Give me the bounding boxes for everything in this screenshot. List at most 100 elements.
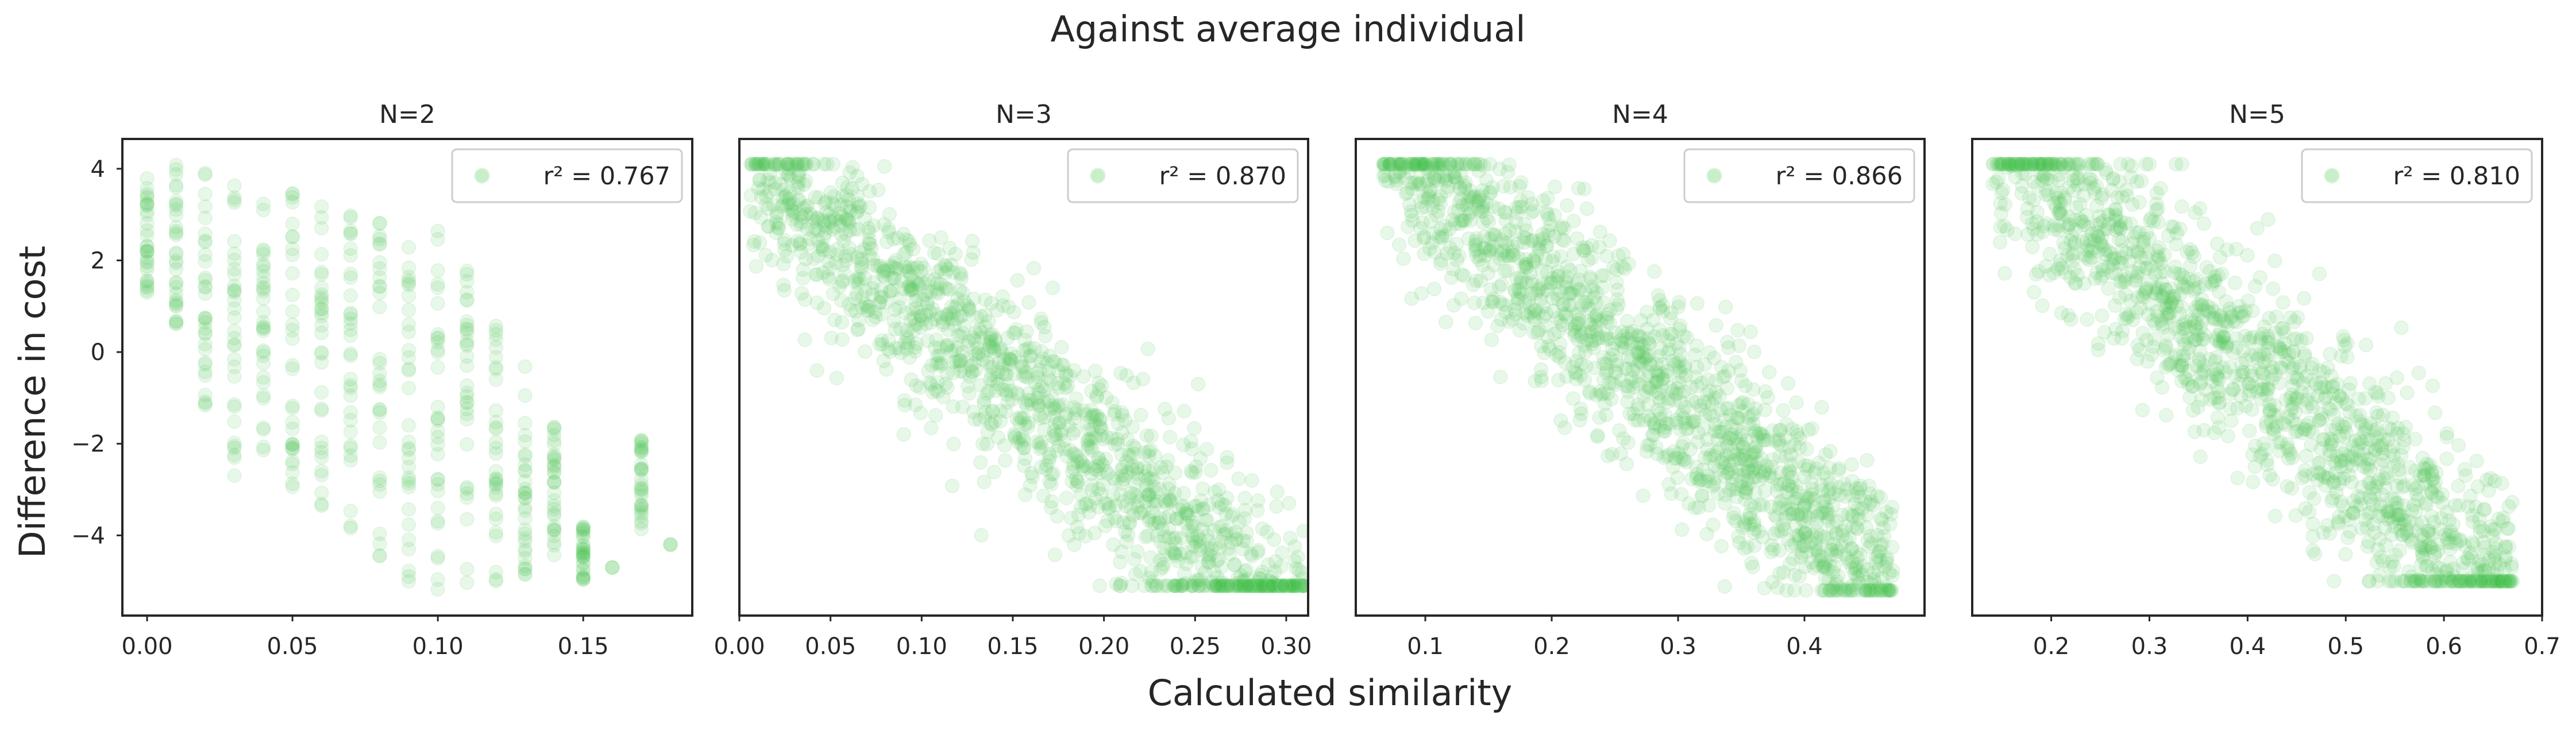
data-point: [2151, 251, 2167, 266]
data-point: [1114, 575, 1129, 591]
data-point: [1177, 566, 1192, 581]
data-point: [854, 176, 870, 192]
data-point: [1534, 285, 1550, 300]
data-point: [944, 312, 960, 327]
data-point: [1719, 433, 1734, 448]
data-point: [2138, 284, 2153, 299]
data-point: [1035, 351, 1051, 366]
data-point: [768, 158, 783, 173]
data-point: [769, 157, 784, 172]
data-point: [460, 562, 475, 577]
data-point: [1054, 339, 1069, 355]
data-point: [1645, 427, 1660, 442]
data-point: [977, 396, 992, 411]
data-point: [2238, 328, 2253, 343]
data-point: [1387, 168, 1402, 184]
data-point: [518, 448, 533, 464]
data-point: [1081, 505, 1097, 520]
data-point: [1405, 213, 1420, 228]
data-point: [488, 421, 504, 436]
data-point: [1777, 521, 1792, 536]
data-point: [1729, 447, 1744, 462]
data-point: [227, 246, 242, 261]
data-point: [1159, 496, 1174, 511]
data-point: [2495, 514, 2510, 529]
data-point: [965, 364, 980, 379]
data-point: [460, 333, 475, 349]
data-point: [878, 295, 894, 310]
data-point: [782, 191, 797, 207]
data-point: [372, 279, 387, 293]
data-point: [2033, 157, 2047, 172]
data-point: [2364, 481, 2379, 496]
data-point: [2488, 473, 2502, 489]
data-point: [2095, 187, 2110, 202]
data-point: [2049, 158, 2064, 174]
data-point: [978, 319, 993, 334]
data-point: [1012, 415, 1027, 430]
data-point: [1494, 277, 1509, 292]
data-point: [1691, 425, 1706, 440]
data-point: [911, 277, 926, 292]
data-point: [2290, 310, 2305, 325]
data-point: [1698, 474, 1714, 489]
data-point: [853, 259, 869, 274]
data-point: [2496, 510, 2511, 525]
data-point: [1785, 501, 1800, 517]
data-point: [792, 164, 807, 179]
data-point: [1570, 332, 1586, 347]
data-point: [1506, 247, 1521, 262]
data-point: [2485, 566, 2501, 581]
data-point: [576, 537, 591, 553]
data-point: [2362, 574, 2377, 589]
data-point: [488, 471, 504, 486]
data-point: [1047, 416, 1063, 431]
data-point: [2232, 376, 2247, 391]
data-point: [634, 514, 649, 529]
data-point: [1470, 194, 1484, 208]
data-point: [2111, 231, 2126, 247]
data-point: [2429, 559, 2444, 574]
data-point: [919, 307, 934, 323]
data-point: [1713, 402, 1728, 417]
data-point: [1285, 578, 1300, 593]
data-point: [2120, 310, 2135, 326]
data-point: [908, 293, 923, 308]
data-point: [1736, 394, 1750, 410]
data-point: [285, 442, 300, 457]
data-point: [1546, 304, 1561, 319]
data-point: [2425, 472, 2440, 488]
data-point: [963, 358, 978, 374]
data-point: [1253, 571, 1268, 586]
data-point: [1651, 288, 1666, 303]
data-point: [2018, 157, 2033, 172]
data-point: [2208, 354, 2223, 369]
data-point: [1069, 519, 1085, 535]
data-point: [2297, 349, 2312, 363]
data-point: [1136, 504, 1152, 519]
data-point: [576, 556, 591, 571]
data-point: [256, 321, 271, 337]
data-point: [2394, 508, 2409, 523]
data-point: [1595, 330, 1610, 345]
data-point: [923, 284, 938, 300]
data-point: [2443, 542, 2458, 556]
data-point: [1606, 260, 1621, 275]
data-point: [546, 460, 562, 475]
data-point: [1423, 183, 1439, 198]
data-point: [2272, 443, 2287, 459]
data-point: [754, 189, 769, 205]
data-point: [1757, 402, 1772, 417]
data-point: [1479, 196, 1494, 211]
data-point: [953, 363, 968, 378]
data-point: [198, 165, 213, 181]
data-point: [285, 437, 300, 452]
data-point: [921, 233, 937, 248]
data-point: [1573, 263, 1588, 279]
data-point: [940, 338, 956, 353]
data-point: [1437, 157, 1453, 172]
data-point: [634, 508, 649, 523]
data-point: [1668, 386, 1684, 401]
data-point: [2339, 459, 2354, 474]
data-point: [1745, 464, 1760, 479]
